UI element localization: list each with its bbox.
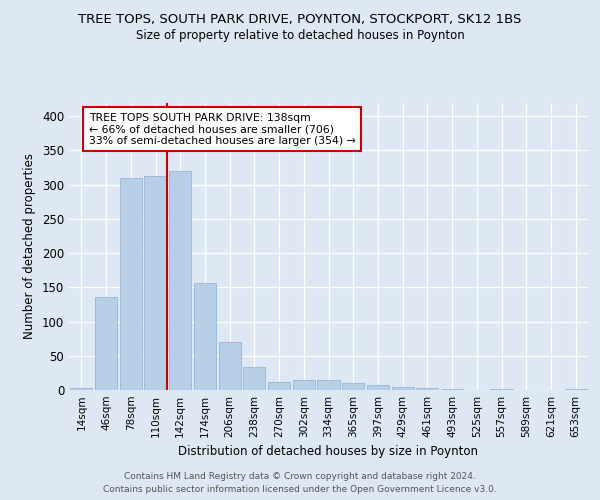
- Bar: [268, 382, 290, 390]
- Bar: [218, 342, 241, 390]
- Bar: [70, 388, 92, 390]
- Bar: [392, 386, 414, 390]
- Bar: [119, 178, 142, 390]
- Text: TREE TOPS SOUTH PARK DRIVE: 138sqm
← 66% of detached houses are smaller (706)
33: TREE TOPS SOUTH PARK DRIVE: 138sqm ← 66%…: [89, 113, 356, 146]
- Bar: [416, 388, 439, 390]
- Y-axis label: Number of detached properties: Number of detached properties: [23, 153, 37, 340]
- Bar: [342, 383, 364, 390]
- Bar: [194, 282, 216, 390]
- Text: TREE TOPS, SOUTH PARK DRIVE, POYNTON, STOCKPORT, SK12 1BS: TREE TOPS, SOUTH PARK DRIVE, POYNTON, ST…: [79, 12, 521, 26]
- Text: Contains HM Land Registry data © Crown copyright and database right 2024.: Contains HM Land Registry data © Crown c…: [124, 472, 476, 481]
- Bar: [95, 297, 117, 390]
- Text: Contains public sector information licensed under the Open Government Licence v3: Contains public sector information licen…: [103, 485, 497, 494]
- Bar: [169, 171, 191, 390]
- Text: Size of property relative to detached houses in Poynton: Size of property relative to detached ho…: [136, 29, 464, 42]
- Bar: [317, 380, 340, 390]
- Bar: [441, 388, 463, 390]
- Bar: [145, 176, 167, 390]
- X-axis label: Distribution of detached houses by size in Poynton: Distribution of detached houses by size …: [179, 446, 479, 458]
- Bar: [565, 388, 587, 390]
- Bar: [293, 380, 315, 390]
- Bar: [243, 368, 265, 390]
- Bar: [367, 384, 389, 390]
